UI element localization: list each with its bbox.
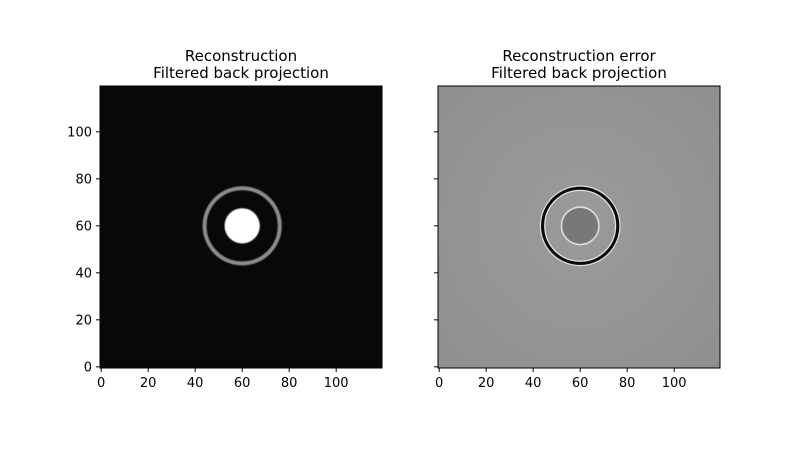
panel-title-line-1: Reconstruction xyxy=(185,47,297,65)
x-tick-label: 100 xyxy=(324,376,349,391)
y-tick-label: 0 xyxy=(84,360,92,375)
x-tick-label: 80 xyxy=(619,376,636,391)
y-tick-label: 20 xyxy=(75,313,92,328)
y-ticks xyxy=(434,131,438,368)
y-ticks: 0 20 40 60 80 100 xyxy=(67,125,100,375)
y-tick-label: 100 xyxy=(67,125,92,140)
x-tick-label: 20 xyxy=(140,376,157,391)
reconstruction-error-panel: Reconstruction error Filtered back proje… xyxy=(434,47,721,391)
x-tick-label: 100 xyxy=(662,376,687,391)
reconstruction-error-image xyxy=(438,86,720,368)
x-ticks: 0 20 40 60 80 100 xyxy=(97,368,349,391)
plot-frame xyxy=(99,85,383,369)
x-tick-label: 40 xyxy=(525,376,542,391)
x-tick-label: 0 xyxy=(97,376,105,391)
x-tick-label: 0 xyxy=(435,376,443,391)
x-tick-label: 80 xyxy=(281,376,298,391)
inner-disk-edge xyxy=(560,206,600,246)
ring-inner-halo xyxy=(544,189,617,262)
outer-ring xyxy=(202,186,282,266)
x-tick-label: 20 xyxy=(478,376,495,391)
y-tick-label: 60 xyxy=(75,219,92,234)
panel-title-line-2: Filtered back projection xyxy=(491,64,667,82)
x-tick-label: 60 xyxy=(572,376,589,391)
panel-title-line-1: Reconstruction error xyxy=(502,47,656,65)
inner-disk xyxy=(224,208,260,244)
ring-outer-halo xyxy=(539,185,621,267)
x-ticks: 0 20 40 60 80 100 xyxy=(435,368,687,391)
inner-disk xyxy=(562,208,598,244)
plot-frame xyxy=(437,85,721,369)
y-tick-label: 80 xyxy=(75,172,92,187)
x-tick-label: 60 xyxy=(234,376,251,391)
y-tick-label: 40 xyxy=(75,266,92,281)
panel-title-line-2: Filtered back projection xyxy=(153,64,329,82)
outer-ring xyxy=(541,186,620,265)
reconstruction-panel: Reconstruction Filtered back projection … xyxy=(67,47,383,391)
x-tick-label: 40 xyxy=(187,376,204,391)
reconstruction-image xyxy=(100,86,382,368)
